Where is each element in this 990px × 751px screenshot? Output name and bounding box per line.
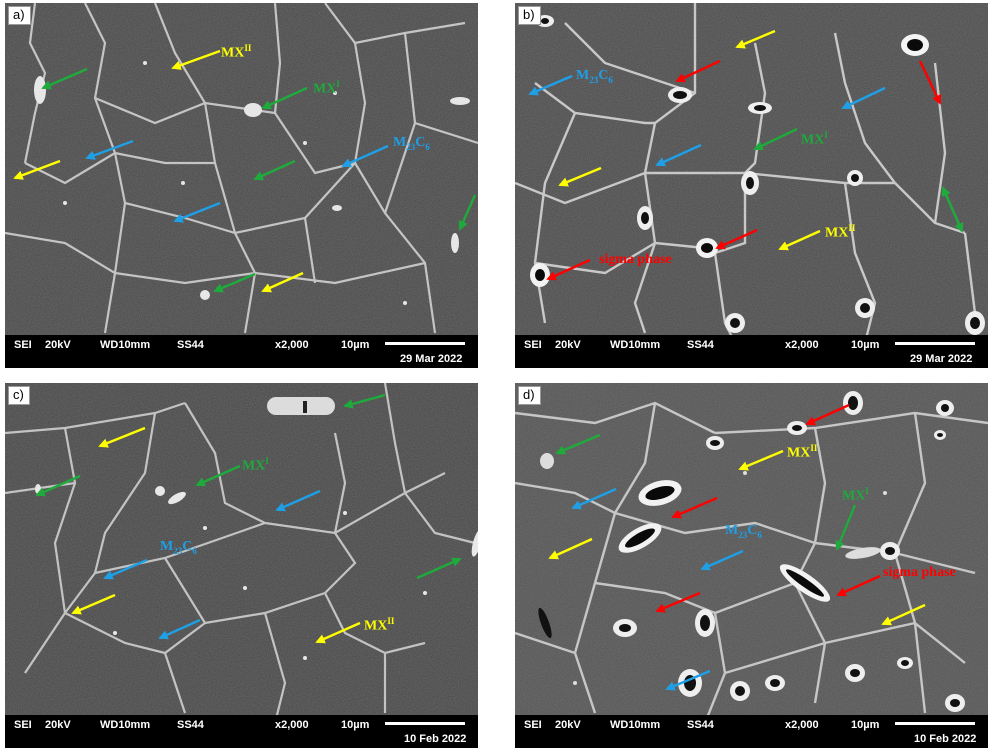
scale-bar xyxy=(895,342,975,345)
magnification: x2,000 xyxy=(275,719,309,731)
label-mx-ii: MXII xyxy=(825,223,856,241)
label-mx-ii: MXII xyxy=(221,43,252,61)
scale-label: 10µm xyxy=(851,339,880,351)
label-sigma-phase: sigma phase xyxy=(599,252,672,267)
working-distance: WD10mm xyxy=(100,719,151,731)
sample-id: SS44 xyxy=(687,339,714,351)
label-m23c6: M23C6 xyxy=(393,135,430,152)
working-distance: WD10mm xyxy=(100,339,151,351)
precipitates xyxy=(35,397,478,660)
label-m23c6: M23C6 xyxy=(160,539,197,556)
magnification: x2,000 xyxy=(785,719,819,731)
label-m23c6: M23C6 xyxy=(725,523,762,540)
voltage: 20kV xyxy=(555,339,581,351)
arrows xyxy=(35,393,462,644)
working-distance: WD10mm xyxy=(610,719,661,731)
scale-label: 10µm xyxy=(341,339,370,351)
sem-micrograph-b xyxy=(515,3,988,368)
micrograph-panel-b: b) M23C6 MXI MXII sigma phase SEI 20kV W… xyxy=(515,3,988,368)
date: 29 Mar 2022 xyxy=(400,353,463,365)
label-m23c6: M23C6 xyxy=(576,68,613,85)
sem-micrograph-c xyxy=(5,383,478,748)
grain-boundaries xyxy=(5,3,478,334)
scale-label: 10µm xyxy=(341,719,370,731)
grain-boundaries xyxy=(5,383,476,724)
sample-id: SS44 xyxy=(687,719,714,731)
working-distance: WD10mm xyxy=(610,339,661,351)
sem-info-bar: SEI 20kV WD10mm SS44 x2,000 10µm 10 Feb … xyxy=(5,715,478,748)
sem-info-bar: SEI 20kV WD10mm SS44 x2,000 10µm 29 Mar … xyxy=(515,335,988,368)
date: 10 Feb 2022 xyxy=(914,733,977,745)
date: 29 Mar 2022 xyxy=(910,353,973,365)
voltage: 20kV xyxy=(45,339,71,351)
label-mx-ii: MXII xyxy=(364,616,395,634)
sem-info-bar: SEI 20kV WD10mm SS44 x2,000 10µm 10 Feb … xyxy=(515,715,988,748)
precipitates xyxy=(540,453,887,685)
magnification: x2,000 xyxy=(275,339,309,351)
date: 10 Feb 2022 xyxy=(404,733,467,745)
detector: SEI xyxy=(14,719,32,731)
label-sigma-phase: sigma phase xyxy=(883,565,956,580)
grain-boundaries xyxy=(515,401,988,724)
scale-bar xyxy=(385,342,465,345)
sem-info-bar: SEI 20kV WD10mm SS44 x2,000 10µm 29 Mar … xyxy=(5,335,478,368)
micrograph-panel-d: d) MXII MXI M23C6 sigma phase SEI 20kV W… xyxy=(515,383,988,748)
panel-label-c: c) xyxy=(8,386,30,405)
voltage: 20kV xyxy=(45,719,71,731)
detector: SEI xyxy=(524,339,542,351)
sample-id: SS44 xyxy=(177,339,204,351)
sample-id: SS44 xyxy=(177,719,204,731)
label-mx-i: MXI xyxy=(242,456,269,474)
micrograph-panel-c: c) MXI M23C6 MXII SEI 20kV WD10mm SS44 x… xyxy=(5,383,478,748)
panel-label-b: b) xyxy=(518,6,541,25)
scale-label: 10µm xyxy=(851,719,880,731)
scale-bar xyxy=(385,722,465,725)
detector: SEI xyxy=(524,719,542,731)
panel-label-d: d) xyxy=(518,386,541,405)
sem-micrograph-d xyxy=(515,383,988,748)
label-mx-i: MXI xyxy=(801,130,828,148)
label-mx-ii: MXII xyxy=(787,443,818,461)
voltage: 20kV xyxy=(555,719,581,731)
label-mx-i: MXI xyxy=(313,79,340,97)
sem-micrograph-a xyxy=(5,3,478,368)
micrograph-panel-a: a) MXII MXI M23C6 SEI 20kV WD10mm SS44 x… xyxy=(5,3,478,368)
arrows xyxy=(13,49,477,293)
detector: SEI xyxy=(14,339,32,351)
scale-bar xyxy=(895,722,975,725)
sigma-phase-particles xyxy=(538,391,965,712)
panel-label-a: a) xyxy=(8,6,31,25)
arrows xyxy=(528,29,964,281)
magnification: x2,000 xyxy=(785,339,819,351)
arrows xyxy=(548,403,926,691)
label-mx-i: MXI xyxy=(842,486,869,504)
